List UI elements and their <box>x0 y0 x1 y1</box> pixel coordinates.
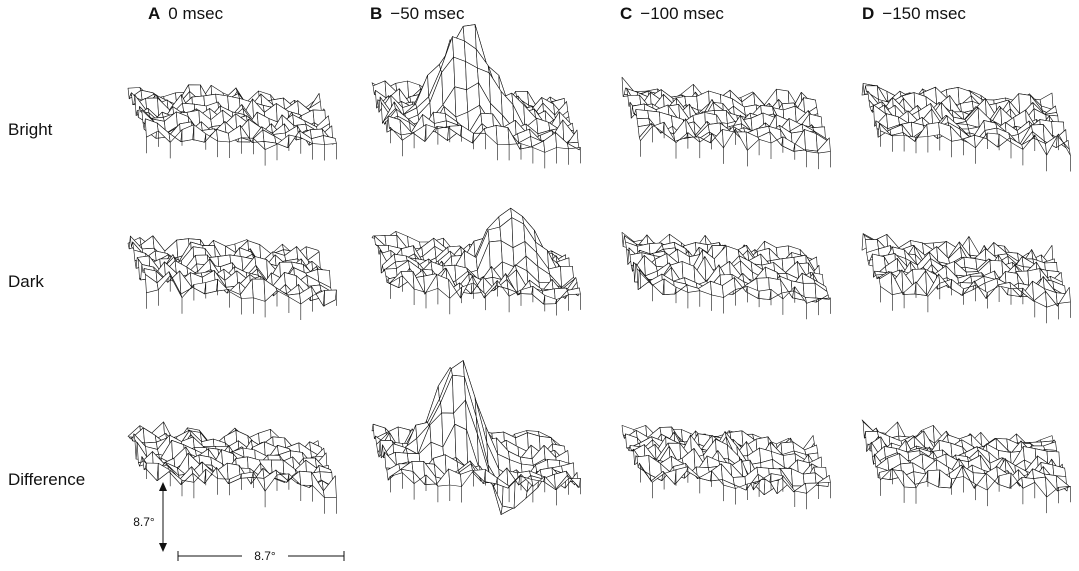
row-label-difference: Difference <box>8 470 86 489</box>
column-label: −100 msec <box>640 4 724 23</box>
surface-plot <box>371 24 581 169</box>
column-letter: A <box>148 4 161 23</box>
mesh-cell <box>757 288 772 300</box>
surface-plot <box>127 235 337 320</box>
mesh-cell <box>323 289 337 307</box>
column-header-a: A 0 msec <box>148 4 223 24</box>
scale-bar: 8.7° 8.7° <box>133 482 345 563</box>
column-header-b: B −50 msec <box>370 4 464 24</box>
column-letter: D <box>862 4 875 23</box>
mesh-cell <box>926 469 941 488</box>
surface-plot <box>621 76 831 170</box>
scale-arrow-bottom <box>159 543 167 552</box>
surface-plot <box>371 360 581 515</box>
mesh-cell <box>251 278 266 302</box>
mesh-cell <box>323 135 337 145</box>
column-letter: B <box>370 4 383 23</box>
row-label-dark: Dark <box>8 272 44 291</box>
mesh-cell <box>487 226 502 243</box>
mesh-cell <box>450 360 465 377</box>
mesh-cell <box>454 86 469 118</box>
mesh-cell <box>299 470 313 486</box>
mesh-cell <box>287 293 302 305</box>
surface-plot <box>861 233 1071 324</box>
mesh-cell <box>722 128 736 149</box>
mesh-cell <box>926 122 941 137</box>
mesh-cell <box>472 469 486 482</box>
mesh-cell <box>400 468 415 484</box>
mesh-cell <box>192 282 207 295</box>
row-label-bright: Bright <box>8 120 53 139</box>
mesh-cell <box>1052 464 1067 477</box>
mesh-cell <box>145 462 159 482</box>
mesh-cell <box>1057 485 1071 492</box>
surface-plot <box>127 421 337 514</box>
surface-plot <box>621 232 831 320</box>
mesh-cell <box>495 125 510 145</box>
column-label: −150 msec <box>882 4 966 23</box>
mesh-cell <box>635 109 650 119</box>
scale-label-horizontal: 8.7° <box>254 549 276 563</box>
column-label: −50 msec <box>390 4 465 23</box>
mesh-cell <box>453 56 467 91</box>
mesh-cell <box>805 482 819 494</box>
surface-plot <box>861 419 1071 514</box>
mesh-cell <box>1033 476 1047 498</box>
scale-label-vertical: 8.7° <box>133 515 155 529</box>
column-letter: C <box>620 4 633 23</box>
mesh-cell <box>143 427 157 444</box>
surface-plot <box>371 207 581 316</box>
surface-plot <box>127 84 337 166</box>
mesh-cell <box>985 132 1000 148</box>
column-header-c: C −100 msec <box>620 4 724 24</box>
mesh-cell <box>733 128 748 151</box>
column-header-d: D −150 msec <box>862 4 966 24</box>
mesh-cell <box>1021 477 1036 489</box>
mesh-cell <box>483 125 498 145</box>
surface-plot <box>861 83 1071 172</box>
column-label: 0 msec <box>168 4 224 23</box>
scale-arrow-top <box>159 482 167 491</box>
surface-grid <box>127 24 1071 515</box>
surface-plot <box>621 425 831 510</box>
